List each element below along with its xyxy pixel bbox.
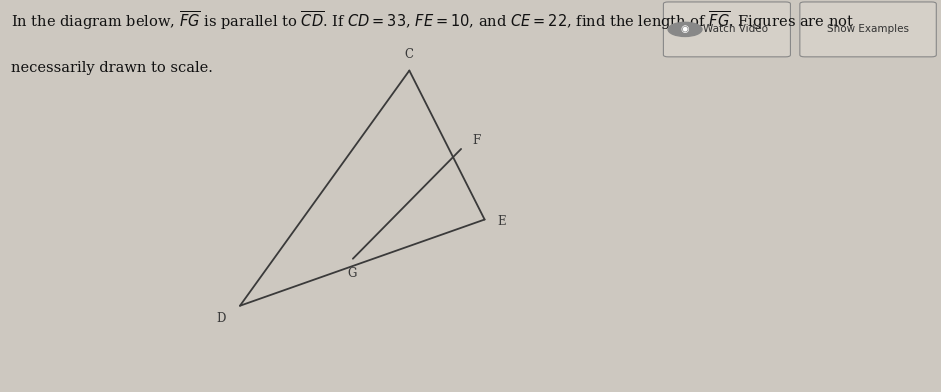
Text: F: F <box>472 134 481 147</box>
Circle shape <box>668 22 702 36</box>
Text: C: C <box>405 48 414 61</box>
Text: necessarily drawn to scale.: necessarily drawn to scale. <box>11 61 214 75</box>
FancyBboxPatch shape <box>800 2 936 57</box>
Text: E: E <box>497 215 505 228</box>
Text: In the diagram below, $\overline{FG}$ is parallel to $\overline{CD}$. If $CD = 3: In the diagram below, $\overline{FG}$ is… <box>11 10 854 33</box>
Text: G: G <box>347 267 357 280</box>
Text: Show Examples: Show Examples <box>827 24 909 34</box>
Text: D: D <box>216 312 226 325</box>
Text: Watch Video: Watch Video <box>703 24 769 34</box>
Text: ◉: ◉ <box>680 24 690 34</box>
FancyBboxPatch shape <box>663 2 790 57</box>
